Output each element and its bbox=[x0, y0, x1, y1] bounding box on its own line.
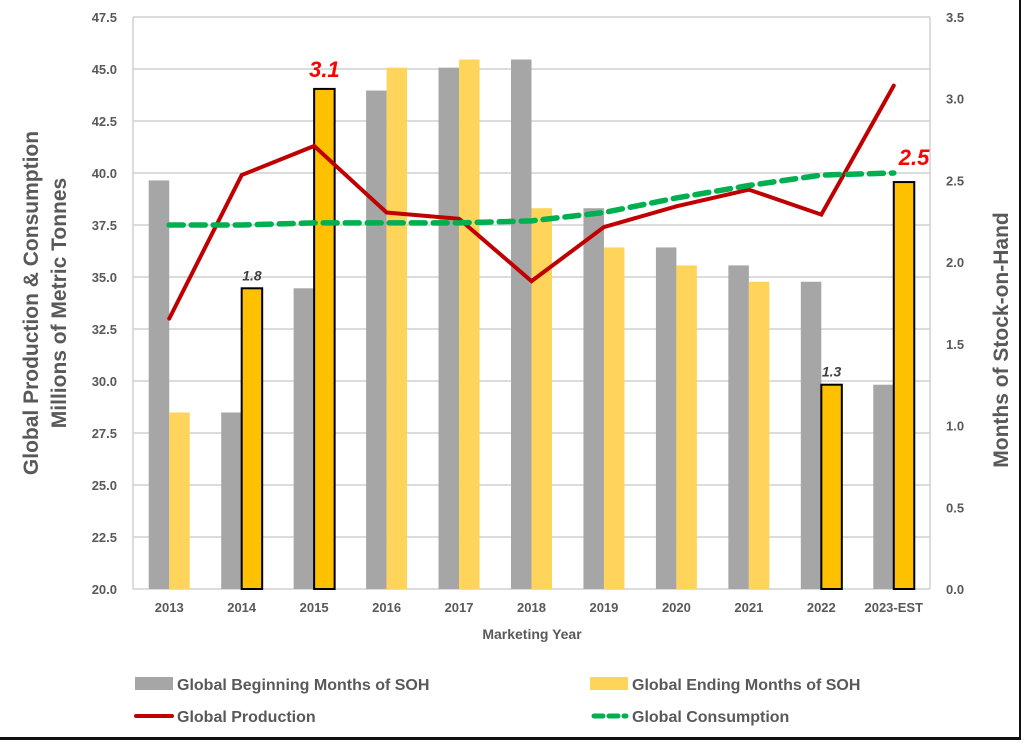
bar-beginning-soh bbox=[800, 281, 822, 589]
y-tick-label: 47.5 bbox=[92, 10, 117, 25]
data-label: 3.1 bbox=[309, 57, 340, 82]
y-tick-label: 27.5 bbox=[92, 426, 117, 441]
x-tick-label: 2020 bbox=[662, 600, 691, 615]
y-tick-label: 42.5 bbox=[92, 114, 117, 129]
x-tick-label: 2022 bbox=[807, 600, 836, 615]
x-tick-label: 2014 bbox=[227, 600, 257, 615]
y2-tick-label: 1.0 bbox=[946, 419, 964, 434]
bar-ending-soh bbox=[169, 412, 190, 589]
bar-beginning-soh bbox=[221, 412, 242, 589]
y2-tick-label: 2.5 bbox=[946, 173, 964, 188]
legend: Global Beginning Months of SOH Global En… bbox=[134, 677, 860, 726]
legend-item-beginning-soh[interactable]: Global Beginning Months of SOH bbox=[135, 677, 429, 694]
legend-swatch-gray bbox=[135, 677, 173, 690]
legend-swatch-yellow bbox=[590, 677, 628, 690]
y2-axis-title: Months of Stock-on-Hand bbox=[990, 212, 1013, 467]
x-tick-label: 2018 bbox=[517, 600, 546, 615]
bar-ending-soh-highlighted bbox=[892, 181, 916, 590]
bar-ending-soh bbox=[748, 281, 770, 589]
legend-label: Global Consumption bbox=[632, 709, 789, 726]
y-axis-title-line2: Millions of Metric Tonnes bbox=[48, 178, 71, 428]
data-label: 1.3 bbox=[822, 364, 842, 380]
data-labels: 1.8 3.1 1.3 2.5 bbox=[242, 57, 930, 380]
y-axis-title-line1: Global Production & Consumption bbox=[20, 131, 43, 475]
x-tick-label: 2017 bbox=[445, 600, 474, 615]
data-label: 1.8 bbox=[242, 267, 262, 283]
x-tick-label: 2021 bbox=[734, 600, 763, 615]
y2-tick-label: 1.5 bbox=[946, 337, 964, 352]
x-axis-ticks: 2013 2014 2015 2016 2017 2018 2019 2020 2021 2022… bbox=[155, 600, 923, 615]
bar-ending-soh bbox=[603, 247, 625, 590]
y-tick-label: 20.0 bbox=[92, 582, 117, 597]
bar-beginning-soh bbox=[873, 384, 894, 589]
x-tick-label: 2015 bbox=[300, 600, 329, 615]
y-axis-left-ticks: 20.0 22.5 25.0 27.5 30.0 32.5 35.0 37.5 40.0 42.5… bbox=[92, 10, 117, 597]
bar-ending-soh bbox=[531, 208, 552, 589]
legend-label: Global Production bbox=[177, 709, 316, 726]
line-series bbox=[166, 83, 897, 321]
data-label: 2.5 bbox=[898, 145, 930, 170]
y2-tick-label: 3.0 bbox=[946, 92, 964, 107]
y-tick-label: 40.0 bbox=[92, 166, 117, 181]
legend-item-production[interactable]: Global Production bbox=[134, 709, 316, 726]
x-tick-label: 2016 bbox=[372, 600, 401, 615]
bar-ending-soh bbox=[386, 67, 408, 590]
line-global-production bbox=[167, 83, 896, 321]
bar-ending-soh-highlighted bbox=[820, 383, 843, 591]
y-tick-label: 25.0 bbox=[92, 478, 117, 493]
bar-beginning-soh bbox=[728, 265, 749, 589]
y-tick-label: 45.0 bbox=[92, 62, 117, 77]
y2-tick-label: 3.5 bbox=[946, 10, 964, 25]
x-tick-label: 2013 bbox=[155, 600, 184, 615]
bar-beginning-soh bbox=[293, 288, 315, 589]
y2-tick-label: 0.5 bbox=[946, 500, 964, 515]
legend-label: Global Beginning Months of SOH bbox=[177, 677, 429, 694]
bar-series bbox=[148, 59, 916, 591]
bar-beginning-soh bbox=[366, 90, 387, 590]
x-axis-title: Marketing Year bbox=[482, 626, 582, 642]
y-axis-right-ticks: 0.0 0.5 1.0 1.5 2.0 2.5 3.0 3.5 bbox=[946, 10, 964, 597]
bar-ending-soh bbox=[676, 265, 697, 589]
legend-item-consumption[interactable]: Global Consumption bbox=[591, 709, 789, 726]
y-tick-label: 32.5 bbox=[92, 322, 117, 337]
y-tick-label: 35.0 bbox=[92, 270, 117, 285]
y-tick-label: 22.5 bbox=[92, 530, 117, 545]
legend-item-ending-soh[interactable]: Global Ending Months of SOH bbox=[590, 677, 860, 694]
y-tick-label: 30.0 bbox=[92, 374, 117, 389]
legend-label: Global Ending Months of SOH bbox=[632, 677, 860, 694]
bar-beginning-soh bbox=[583, 208, 604, 589]
bar-ending-soh-highlighted bbox=[313, 87, 336, 590]
x-tick-label: 2023-EST bbox=[864, 600, 923, 615]
bar-beginning-soh bbox=[511, 59, 532, 589]
bar-beginning-soh bbox=[438, 67, 460, 590]
y2-tick-label: 0.0 bbox=[946, 582, 964, 597]
bar-ending-soh bbox=[459, 59, 480, 589]
bar-beginning-soh bbox=[148, 180, 170, 589]
line-global-consumption bbox=[166, 170, 897, 228]
bar-beginning-soh bbox=[655, 247, 677, 590]
y2-tick-label: 2.0 bbox=[946, 255, 964, 270]
y-tick-label: 37.5 bbox=[92, 218, 117, 233]
x-tick-label: 2019 bbox=[589, 600, 618, 615]
bar-ending-soh-highlighted bbox=[240, 287, 264, 590]
